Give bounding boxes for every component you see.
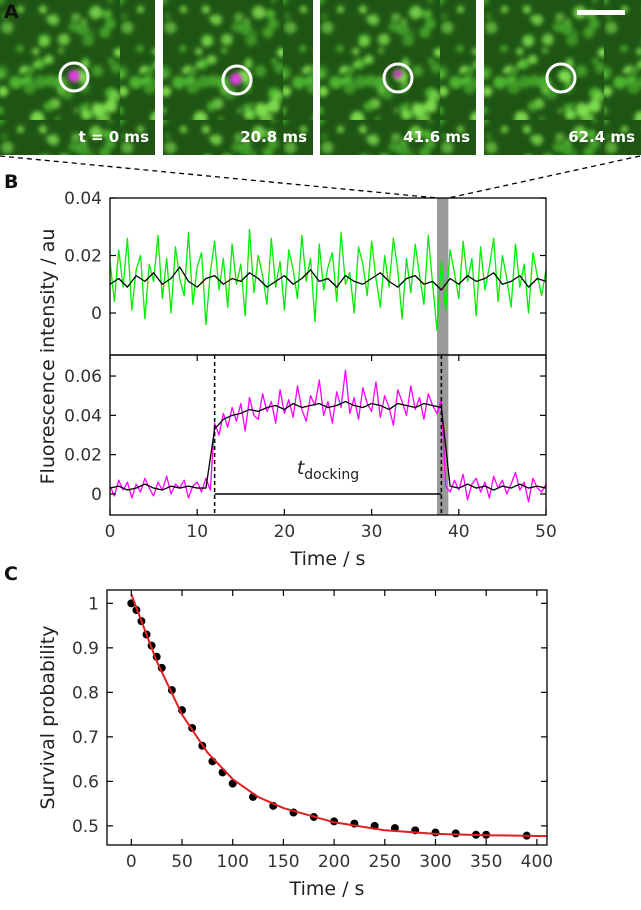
x-tick-label: 10 xyxy=(186,522,208,542)
trace xyxy=(110,266,546,291)
y-tick-label: 1 xyxy=(88,594,99,614)
y-tick-label: 0.7 xyxy=(72,728,99,748)
scale-bar xyxy=(577,10,625,15)
frame-tile: 20.8 ms xyxy=(163,0,313,155)
y-tick-label: 0.06 xyxy=(64,367,102,387)
x-tick-label: 30 xyxy=(361,522,383,542)
frame-time: 62.4 ms xyxy=(568,128,635,146)
trace xyxy=(110,369,546,503)
y-tick-label: 0 xyxy=(91,304,102,324)
axes-frame xyxy=(109,197,547,356)
axes-frame xyxy=(106,589,548,846)
x-tick-label: 250 xyxy=(369,852,401,872)
trace xyxy=(110,400,546,491)
fit-line xyxy=(130,594,547,838)
y-tick-label: 0.02 xyxy=(64,446,102,466)
frame-tile: 41.6 ms xyxy=(320,0,476,155)
plot-area xyxy=(127,594,547,840)
zoom-connector xyxy=(0,155,438,199)
trace xyxy=(110,228,546,331)
x-tick-label: 40 xyxy=(448,522,470,542)
panel-label: A xyxy=(4,1,19,23)
y-tick-label: 0.6 xyxy=(72,772,99,792)
frame-time: t = 0 ms xyxy=(79,128,149,146)
data-point xyxy=(431,828,440,837)
x-tick-label: 300 xyxy=(419,852,451,872)
x-tick-label: 20 xyxy=(274,522,296,542)
panel-label: B xyxy=(4,171,18,193)
annotation-subscript: docking xyxy=(304,467,359,483)
y-tick-label: 0.8 xyxy=(72,683,99,703)
axes-frame xyxy=(109,354,547,516)
x-tick-label: 200 xyxy=(318,852,350,872)
y-axis-label: Fluorescence intensity / au xyxy=(37,229,59,485)
y-axis-label: Survival probability xyxy=(37,625,59,809)
y-tick-label: 0.02 xyxy=(64,247,102,267)
y-tick-label: 0.5 xyxy=(72,817,99,837)
x-tick-label: 150 xyxy=(267,852,299,872)
plot-area xyxy=(110,355,546,515)
x-tick-label: 0 xyxy=(126,852,137,872)
y-tick-label: 0.04 xyxy=(64,189,102,209)
zoom-connector xyxy=(448,155,641,199)
plot-area xyxy=(110,198,546,355)
annotation: tdocking xyxy=(297,457,359,483)
y-tick-label: 0 xyxy=(91,485,102,505)
frame-tile: t = 0 ms xyxy=(0,0,155,155)
panel-label: C xyxy=(4,563,18,585)
x-axis-label: Time / s xyxy=(290,548,366,570)
y-tick-label: 0.9 xyxy=(72,639,99,659)
frame-tile: 62.4 ms xyxy=(484,0,641,155)
frame-time: 41.6 ms xyxy=(403,128,470,146)
y-tick-label: 0.04 xyxy=(64,406,102,426)
x-tick-label: 100 xyxy=(216,852,248,872)
x-tick-label: 50 xyxy=(535,522,557,542)
x-tick-label: 350 xyxy=(470,852,502,872)
annotation-symbol: t xyxy=(297,457,306,479)
x-tick-label: 50 xyxy=(171,852,193,872)
frame-time: 20.8 ms xyxy=(240,128,307,146)
x-tick-label: 400 xyxy=(521,852,553,872)
x-tick-label: 0 xyxy=(105,522,116,542)
x-axis-label: Time / s xyxy=(289,878,365,900)
